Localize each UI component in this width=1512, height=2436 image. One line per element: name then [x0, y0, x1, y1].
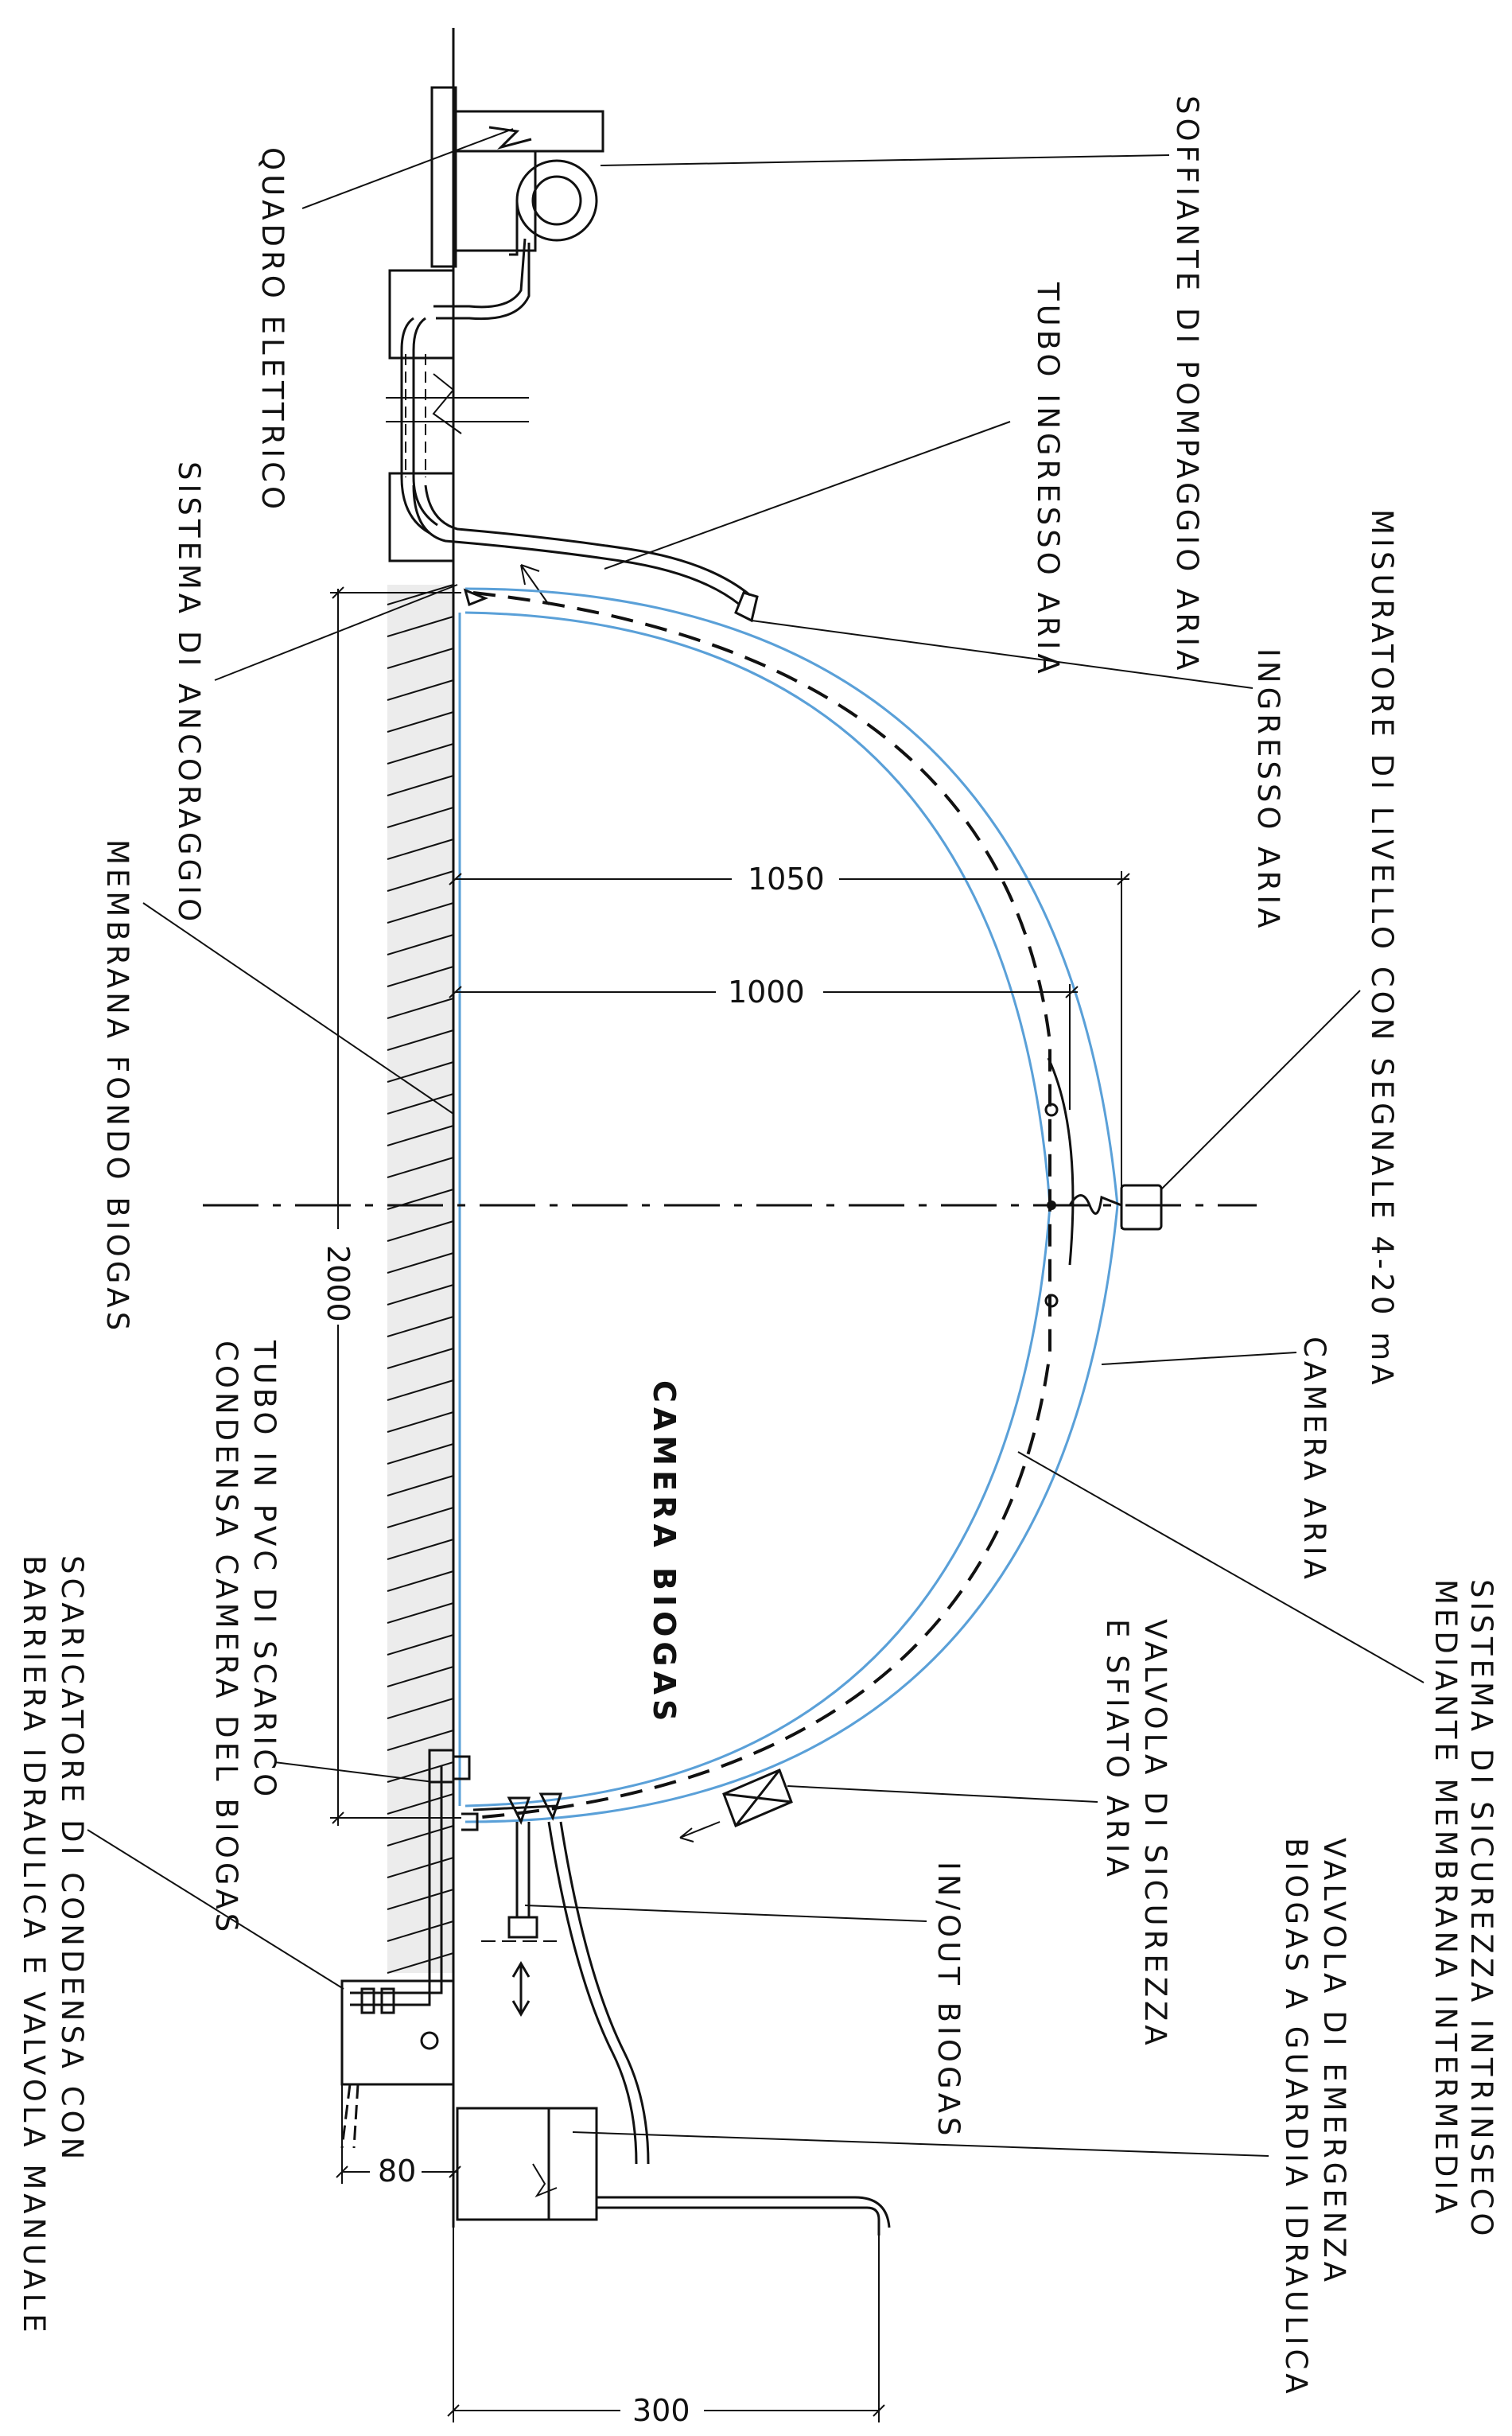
- dim-300: 300: [632, 2393, 690, 2428]
- label-camera-aria: CAMERA ARIA: [1297, 1337, 1331, 1583]
- label-tubo-pvc-2: CONDENSA CAMERA DEL BIOGAS: [209, 1341, 243, 1936]
- dimensions: [330, 586, 1130, 2422]
- label-ancoraggio: SISTEMA DI ANCORAGGIO: [172, 461, 206, 925]
- bottom-equipment: [340, 1749, 891, 2236]
- label-ingresso-aria: INGRESSO ARIA: [1251, 648, 1285, 932]
- label-misuratore: MISURATORE DI LIVELLO CON SEGNALE 4-20 m…: [1365, 509, 1399, 1389]
- label-sicurezza-2: MEDIANTE MEMBRANA INTERMEDIA: [1428, 1579, 1463, 2218]
- intermediate-safety-membrane: [472, 591, 1051, 1819]
- label-inout: IN/OUT BIOGAS: [931, 1862, 966, 2140]
- label-tubo-ingresso: TUBO INGRESSO ARIA: [1031, 282, 1065, 678]
- label-emergenza-2: BIOGAS A GUARDIA IDRAULICA: [1279, 1838, 1313, 2398]
- level-sensor: [1044, 1057, 1163, 1308]
- label-quadro: QUADRO ELETTRICO: [255, 147, 290, 513]
- label-emergenza-1: VALVOLA DI EMERGENZA: [1317, 1838, 1351, 2286]
- air-chamber-membrane: [464, 587, 1119, 1823]
- label-valvola-sfiato-2: E SFIATO ARIA: [1100, 1619, 1134, 1881]
- leader-lines: [87, 128, 1425, 2157]
- air-inlet-pipe: [412, 484, 740, 606]
- label-tubo-pvc-1: TUBO IN PVC DI SCARICO: [247, 1340, 282, 1800]
- label-scaricatore-2: BARRIERA IDRAULICA E VALVOLA MANUALE: [17, 1555, 51, 2337]
- dim-2000: 2000: [321, 1245, 356, 1322]
- label-valvola-sfiato-1: VALVOLA DI SICUREZZA: [1138, 1619, 1172, 2049]
- bottom-membrane: [458, 611, 1051, 1808]
- dim-1050: 1050: [748, 862, 825, 897]
- ground-hatch: [387, 584, 454, 1974]
- dim-80: 80: [378, 2154, 416, 2189]
- blower-panel-group: [386, 86, 604, 562]
- label-membrana-fondo: MEMBRANA FONDO BIOGAS: [100, 839, 134, 1334]
- label-camera-biogas: CAMERA BIOGAS: [647, 1380, 682, 1726]
- dim-1000: 1000: [728, 975, 805, 1010]
- label-soffiante: SOFFIANTE DI POMPAGGIO ARIA: [1170, 95, 1204, 674]
- label-scaricatore-1: SCARICATORE DI CONDENSA CON: [55, 1555, 89, 2163]
- inlet-arrow: [520, 564, 550, 605]
- label-sicurezza-1: SISTEMA DI SICUREZZA INTRINSECO: [1464, 1579, 1498, 2240]
